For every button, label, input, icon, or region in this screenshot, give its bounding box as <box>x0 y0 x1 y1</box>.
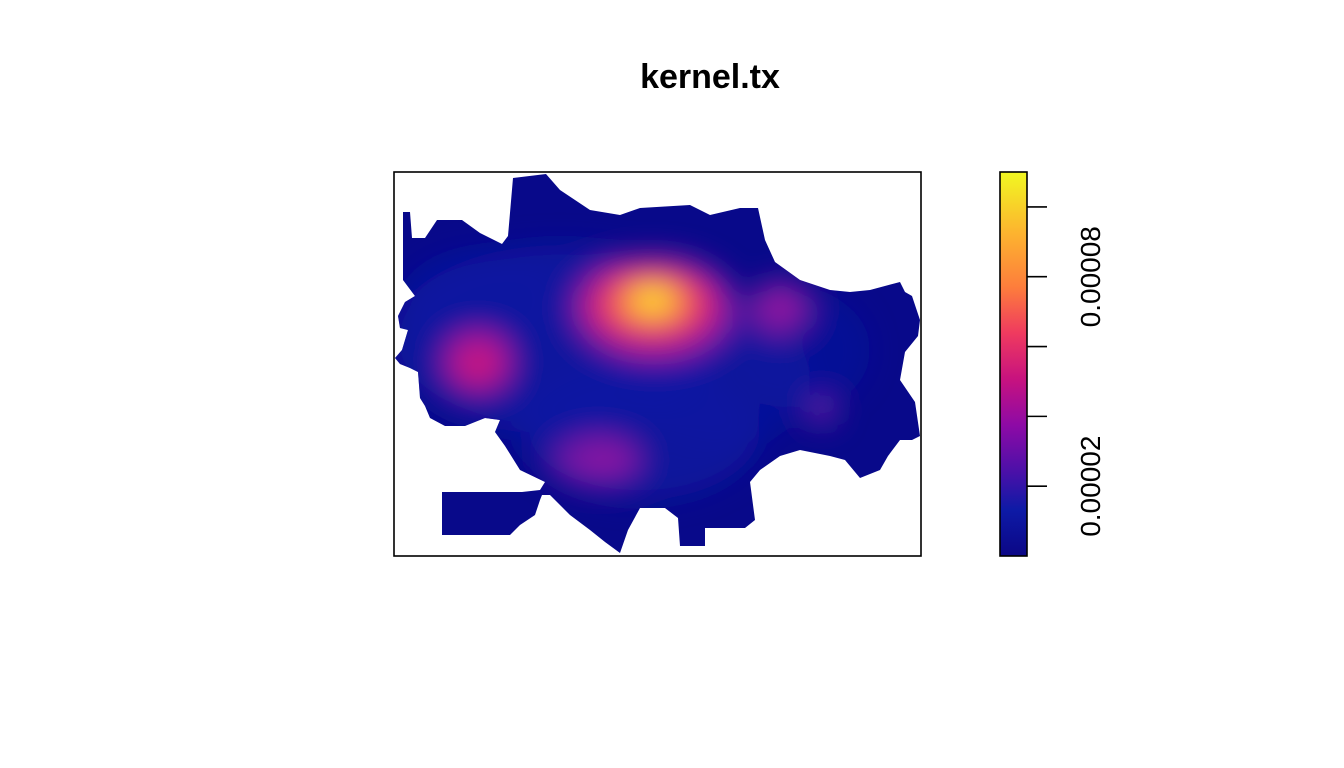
density-blobs <box>395 245 870 500</box>
legend-tick-label: 0.00008 <box>1075 226 1106 327</box>
legend-gradient-bar <box>1000 172 1027 556</box>
color-legend: 0.00002 0.00008 <box>999 171 1106 557</box>
plot-frame <box>393 171 922 557</box>
legend-frame <box>999 171 1028 557</box>
legend-ticks: 0.00002 0.00008 <box>1027 206 1106 537</box>
chart-title: kernel.tx <box>640 58 780 96</box>
density-region <box>395 174 920 553</box>
legend-tick-label: 0.00002 <box>1075 436 1106 537</box>
